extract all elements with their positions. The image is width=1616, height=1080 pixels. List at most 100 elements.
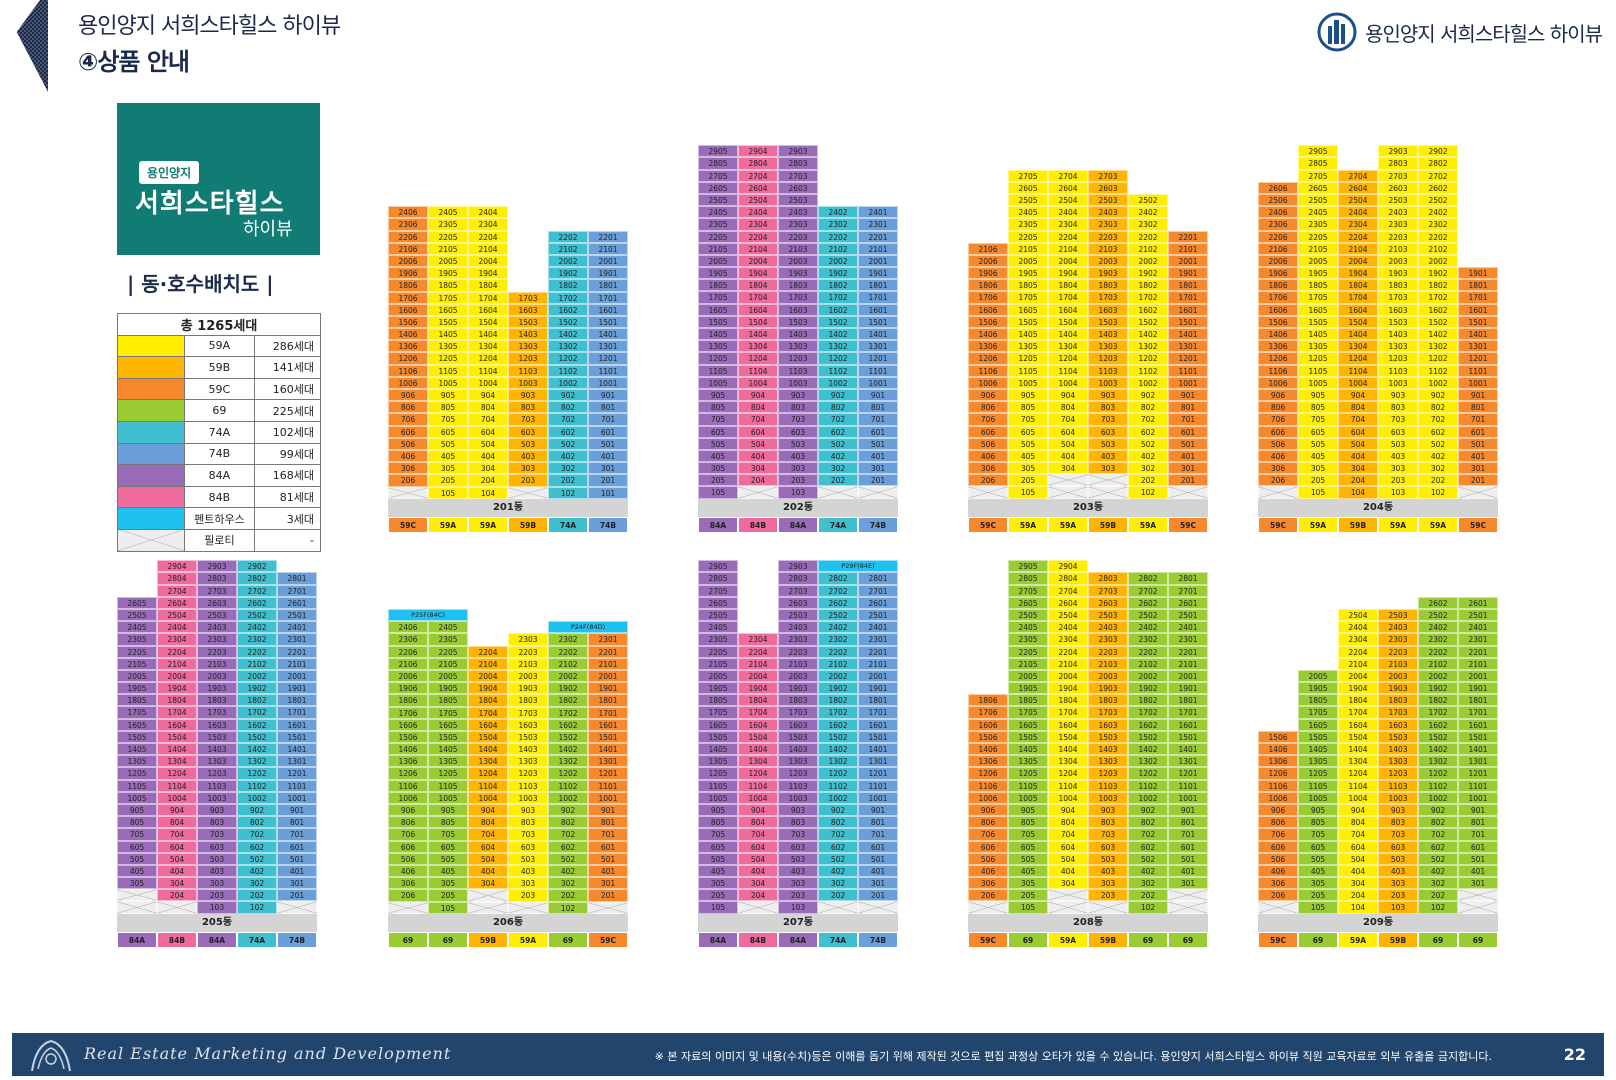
unit-cell: 1804 [157,694,197,707]
unit-cell: 503 [1088,852,1128,865]
unit-cell: 902 [548,804,588,817]
unit-cell: 303 [508,462,548,475]
unit-cell: 1103 [197,779,237,792]
unit-cell: 205 [698,889,738,902]
unit-cell: 2102 [548,242,588,255]
unit-cell: 2505 [698,193,738,207]
unit-cell: 2305 [1298,218,1338,231]
unit-cell: 1404 [1338,328,1378,341]
unit-cell: 2403 [1378,206,1418,219]
unit-cell: 2403 [197,621,237,634]
unit-cell: 803 [508,816,548,829]
unit-cell: 804 [157,816,197,829]
building-logo-icon [1317,12,1357,52]
unit-cell: 1702 [1418,291,1458,304]
unit-cell: 606 [1258,840,1298,853]
unit-cell: 1301 [1168,755,1208,768]
unit-cell: 2202 [1128,230,1168,243]
unit-cell: 1405 [698,743,738,756]
unit-cell: 1104 [1048,364,1088,377]
unit-cell: 801 [588,401,628,414]
unit-cell: 2604 [157,596,197,609]
unit-cell: 1004 [1338,376,1378,389]
unit-cell: 1301 [277,755,317,768]
unit-cell: 1905 [698,682,738,695]
unit-cell: 1601 [1458,303,1498,316]
unit-cell: 1303 [197,755,237,768]
unit-cell: 1706 [1258,291,1298,304]
building-label: 203동 [968,498,1208,517]
unit-cell: 501 [1168,437,1208,450]
unit-cell: 1906 [968,267,1008,280]
unit-cell: 1201 [1168,767,1208,780]
unit-cell: 1402 [818,328,858,341]
unit-cell: 206 [388,889,428,902]
unit-cell: 1002 [1418,376,1458,389]
unit-cell: 1404 [1048,743,1088,756]
unit-cell: 1404 [468,743,508,756]
legend-swatch [117,507,185,530]
unit-cell: 805 [1298,401,1338,414]
unit-cell: 2101 [858,657,898,670]
unit-cell: 1203 [1088,352,1128,365]
unit-cell: 1204 [738,352,778,365]
unit-cell: 2105 [428,657,468,670]
unit-cell: 503 [1378,437,1418,450]
unit-cell: 2701 [277,584,317,597]
unit-cell: 1404 [738,328,778,341]
unit-cell: 2904 [738,145,778,158]
unit-cell: 905 [428,389,468,402]
building-label: 202동 [698,498,898,517]
unit-cell: 1603 [1088,303,1128,316]
unit-type-label: 69 [1298,931,1338,948]
unit-cell: 1202 [818,767,858,780]
unit-cell: 902 [1418,388,1458,402]
unit-cell: 1005 [428,791,468,804]
unit-cell: 1502 [818,315,858,328]
unit-cell: 2604 [1338,181,1378,194]
unit-cell: 305 [1008,462,1048,475]
unit-cell: 2102 [1418,657,1458,670]
unit-cell: 703 [1378,828,1418,841]
unit-cell: 404 [1338,864,1378,878]
unit-cell: 2504 [1048,608,1088,622]
unit-cell: 806 [968,401,1008,414]
unit-cell: 2106 [388,242,428,255]
unit-cell: 801 [858,401,898,414]
unit-cell: 1205 [1298,352,1338,365]
unit-cell: 1605 [1298,718,1338,731]
unit-cell: 1903 [197,682,237,695]
unit-cell: 2605 [698,596,738,609]
unit-cell: 2102 [1128,242,1168,255]
building-label: 207동 [698,913,898,932]
unit-cell: 2203 [1378,645,1418,658]
unit-cell: 904 [468,389,508,402]
unit-cell: 2002 [1128,669,1168,683]
unit-cell: 1005 [428,376,468,389]
unit-cell: 2704 [157,584,197,597]
unit-cell: 1206 [968,767,1008,780]
unit-cell: 1302 [1128,755,1168,768]
unit-cell: 2801 [277,572,317,585]
unit-cell: 803 [1088,816,1128,829]
unit-cell: 1305 [428,755,468,768]
unit-cell: 504 [1048,437,1088,450]
unit-cell: 803 [1088,401,1128,414]
unit-cell: 1605 [1008,303,1048,316]
unit-cell: 1602 [1418,303,1458,316]
unit-cell: 2103 [1088,657,1128,670]
unit-cell: 1501 [858,315,898,328]
unit-cell: 2701 [1168,584,1208,597]
unit-cell: 1902 [1128,682,1168,695]
unit-cell: 2405 [698,206,738,219]
legend-row: 74A 102세대 [117,420,321,444]
unit-cell: 206 [968,474,1008,487]
unit-cell: 1702 [1128,706,1168,719]
unit-cell: 1003 [508,791,548,804]
unit-cell: 503 [1088,437,1128,450]
unit-cell: 1203 [778,767,818,780]
unit-cell: 1301 [858,340,898,353]
unit-cell: 501 [858,852,898,865]
unit-cell: 2006 [388,254,428,268]
unit-cell: 1206 [388,352,428,365]
